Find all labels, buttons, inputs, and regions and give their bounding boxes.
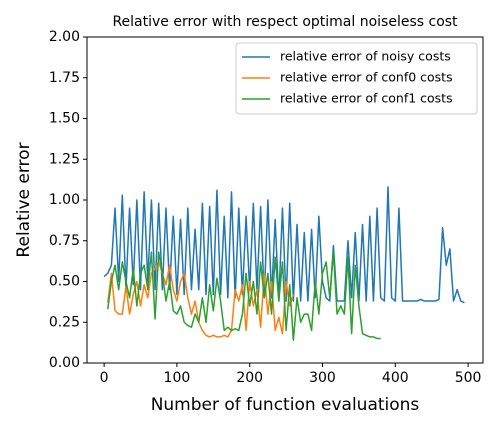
x-tick-label: 0: [100, 370, 109, 386]
x-axis-label: Number of function evaluations: [151, 395, 420, 415]
y-tick-label: 1.00: [49, 192, 80, 208]
y-tick-label: 0.50: [49, 274, 80, 290]
y-tick-label: 1.50: [49, 111, 80, 127]
y-axis-label: Relative error: [14, 142, 34, 257]
legend-label: relative error of noisy costs: [280, 49, 451, 64]
x-tick-label: 100: [164, 370, 191, 386]
x-tick-label: 300: [309, 370, 336, 386]
legend-label: relative error of conf0 costs: [280, 70, 453, 85]
x-tick-label: 400: [382, 370, 409, 386]
legend-box: [235, 42, 478, 115]
legend-label: relative error of conf1 costs: [280, 91, 453, 106]
y-tick-label: 0.00: [49, 355, 80, 371]
y-tick-label: 0.75: [49, 233, 80, 249]
chart-title: Relative error with respect optimal nois…: [112, 14, 458, 30]
series-line: [103, 186, 465, 304]
y-tick-label: 0.25: [49, 314, 80, 330]
series-line: [107, 251, 381, 341]
x-tick-label: 500: [455, 370, 482, 386]
y-tick-label: 1.25: [49, 151, 80, 167]
y-tick-label: 2.00: [49, 29, 80, 45]
y-tick-label: 1.75: [49, 70, 80, 86]
x-tick-label: 200: [236, 370, 263, 386]
plot-frame: [86, 36, 484, 364]
